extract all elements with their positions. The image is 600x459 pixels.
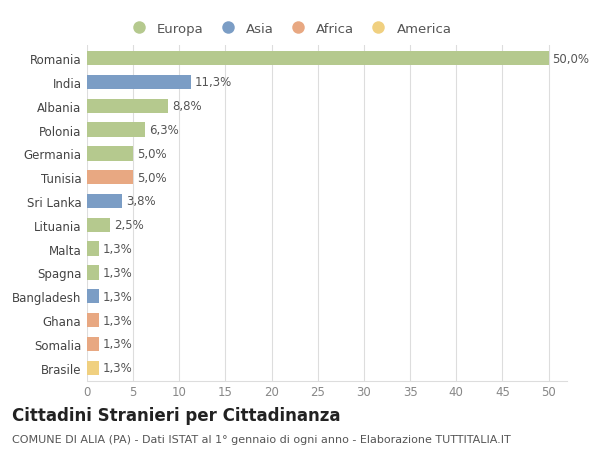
Bar: [87, 76, 191, 90]
Bar: [87, 266, 99, 280]
Text: 1,3%: 1,3%: [103, 361, 133, 375]
Bar: [87, 337, 99, 351]
Text: 1,3%: 1,3%: [103, 338, 133, 351]
Bar: [87, 171, 133, 185]
Text: Cittadini Stranieri per Cittadinanza: Cittadini Stranieri per Cittadinanza: [12, 406, 341, 424]
Text: 2,5%: 2,5%: [114, 219, 143, 232]
Bar: [87, 242, 99, 256]
Text: 5,0%: 5,0%: [137, 171, 166, 184]
Text: 3,8%: 3,8%: [126, 195, 155, 208]
Bar: [87, 147, 133, 161]
Legend: Europa, Asia, Africa, America: Europa, Asia, Africa, America: [125, 23, 452, 36]
Text: 1,3%: 1,3%: [103, 243, 133, 256]
Text: 1,3%: 1,3%: [103, 314, 133, 327]
Bar: [87, 195, 122, 209]
Text: 50,0%: 50,0%: [552, 52, 589, 66]
Text: 1,3%: 1,3%: [103, 290, 133, 303]
Text: 1,3%: 1,3%: [103, 266, 133, 280]
Bar: [87, 361, 99, 375]
Bar: [87, 123, 145, 137]
Bar: [87, 99, 168, 114]
Text: 6,3%: 6,3%: [149, 124, 179, 137]
Text: 8,8%: 8,8%: [172, 100, 202, 113]
Bar: [87, 313, 99, 328]
Text: 11,3%: 11,3%: [195, 76, 232, 89]
Bar: [87, 218, 110, 232]
Bar: [87, 52, 548, 66]
Text: 5,0%: 5,0%: [137, 147, 166, 161]
Text: COMUNE DI ALIA (PA) - Dati ISTAT al 1° gennaio di ogni anno - Elaborazione TUTTI: COMUNE DI ALIA (PA) - Dati ISTAT al 1° g…: [12, 434, 511, 444]
Bar: [87, 290, 99, 304]
